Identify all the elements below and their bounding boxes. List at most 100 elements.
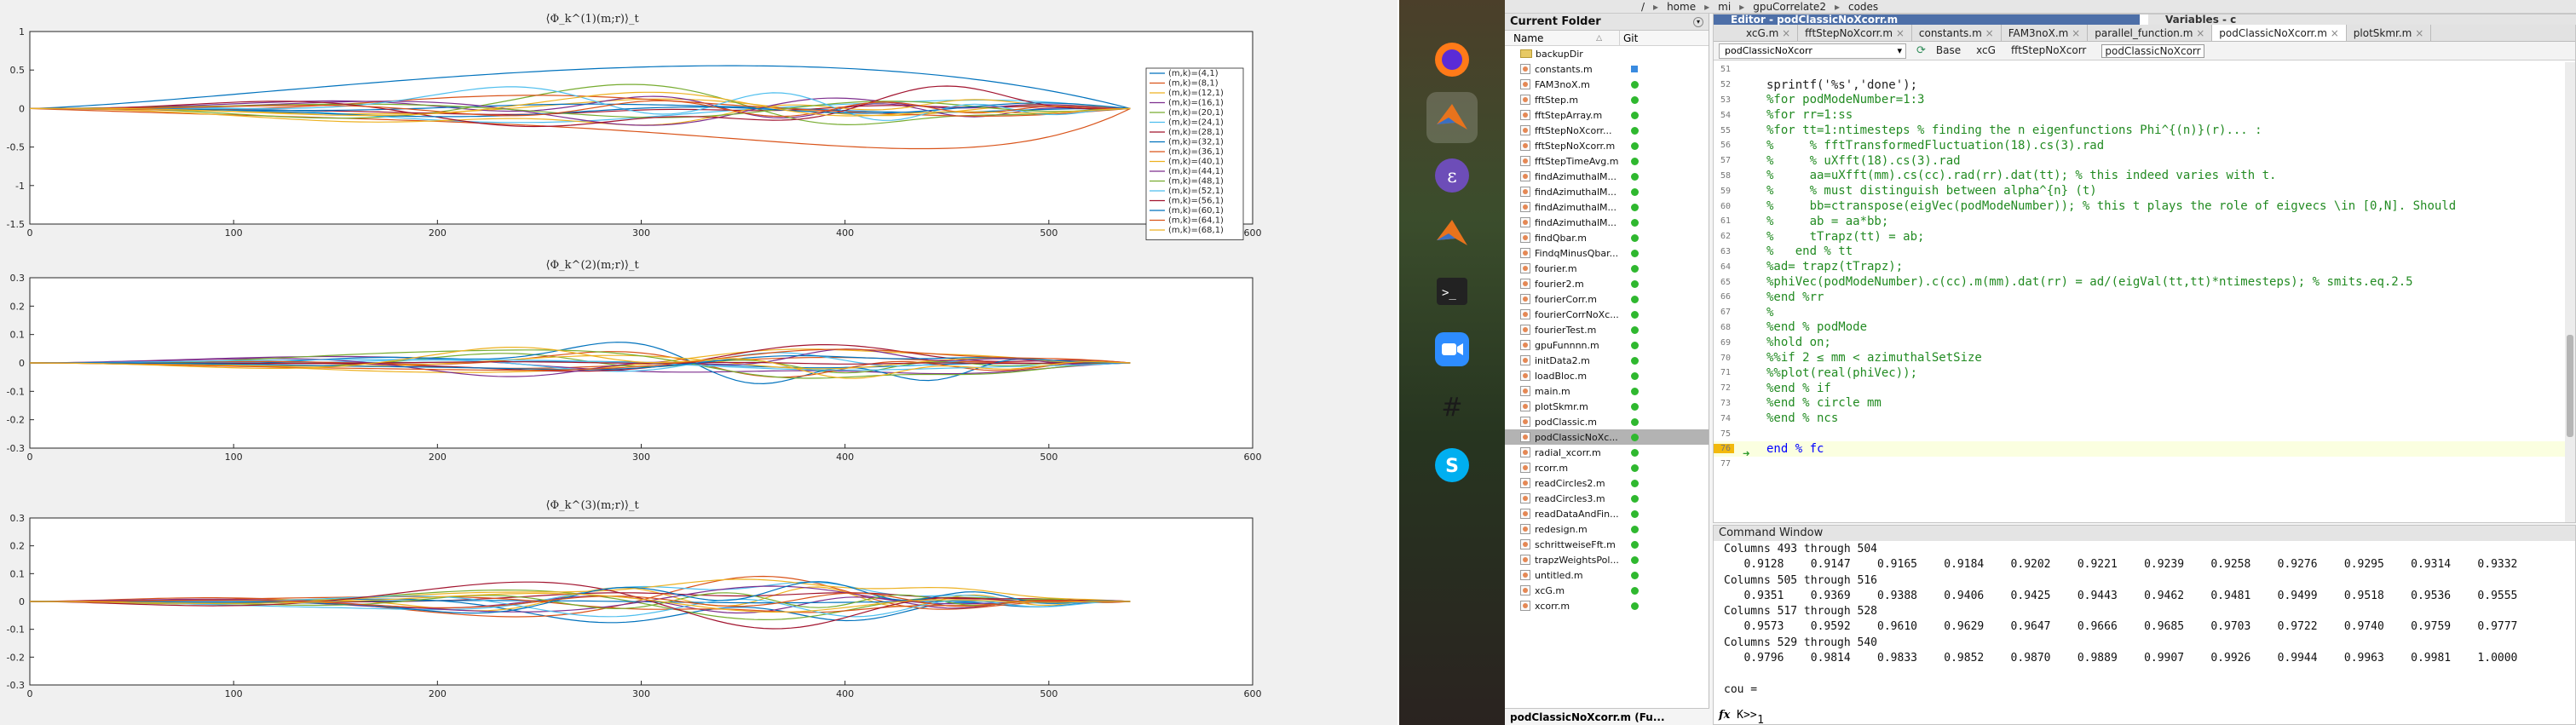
editor-tab[interactable]: podClassicNoXcorr.m × (2212, 25, 2347, 41)
legend[interactable]: (m,k)=(4,1)(m,k)=(8,1)(m,k)=(12,1)(m,k)=… (1145, 67, 1244, 240)
code-line[interactable]: 60 % bb=ctranspose(eigVec(podModeNumber))… (1714, 199, 2566, 214)
editor-tab[interactable]: fftStepNoXcorr.m × (1798, 25, 1912, 41)
file-row[interactable]: podClassic.m (1505, 414, 1709, 429)
file-row[interactable]: schrittweiseFft.m (1505, 537, 1709, 552)
file-row[interactable]: findAzimuthalM... (1505, 199, 1709, 215)
close-icon[interactable]: × (2193, 27, 2205, 39)
scrollbar-thumb[interactable] (2567, 335, 2573, 437)
emacs-icon[interactable]: ε (1426, 150, 1478, 201)
line-number[interactable]: 52 (1720, 80, 1731, 90)
close-icon[interactable]: × (1893, 27, 1905, 39)
matlab-icon[interactable] (1426, 92, 1478, 143)
matlab-icon-2[interactable] (1426, 208, 1478, 259)
file-row[interactable]: redesign.m (1505, 521, 1709, 537)
slack-icon[interactable]: # (1426, 382, 1478, 433)
line-number[interactable]: 74 (1720, 413, 1731, 423)
line-number[interactable]: 62 (1720, 232, 1731, 242)
line-number[interactable]: 70 (1720, 353, 1731, 363)
go-icon[interactable]: ⟳ (1916, 44, 1926, 57)
file-row[interactable]: FindqMinusQbar... (1505, 245, 1709, 261)
file-row[interactable]: findAzimuthalM... (1505, 184, 1709, 199)
file-row[interactable]: fourierCorr.m (1505, 291, 1709, 307)
code-line[interactable]: 57 % % uXfft(18).cs(3).rad (1714, 153, 2566, 169)
file-row[interactable]: FAM3noX.m (1505, 77, 1709, 92)
file-row[interactable]: readDataAndFin... (1505, 506, 1709, 521)
line-number[interactable]: 59 (1720, 186, 1731, 196)
line-number[interactable]: 68 (1720, 322, 1731, 332)
folder-row[interactable]: backupDir (1505, 46, 1709, 61)
code-line[interactable]: 71 %%plot(real(phiVec)); (1714, 365, 2566, 381)
line-number[interactable]: 67 (1720, 308, 1731, 318)
close-icon[interactable]: × (1981, 27, 1994, 39)
plot-axes-3[interactable]: ⟨Φ_k^(3)(m;r)⟩_t 0 100 200 300 400 500 600 0.3 0.… (7, 499, 1262, 699)
file-row[interactable]: fourierCorrNoXc... (1505, 307, 1709, 322)
address-crumb[interactable]: mi (1718, 0, 1732, 13)
close-icon[interactable]: × (1778, 27, 1791, 39)
function-select[interactable]: podClassicNoXcorr ▾ (1719, 43, 1906, 59)
line-number[interactable]: 54 (1720, 110, 1731, 120)
line-number[interactable]: 77 (1720, 459, 1731, 469)
code-area[interactable]: 51 52 sprintf('%s','done'); 53 %for podModeN… (1714, 62, 2566, 522)
file-row[interactable]: readCircles3.m (1505, 491, 1709, 506)
line-number[interactable]: 63 (1720, 246, 1731, 256)
line-number[interactable]: 56 (1720, 141, 1731, 151)
editor-tab[interactable]: xcG.m × (1739, 25, 1799, 41)
file-row[interactable]: loadBloc.m (1505, 368, 1709, 383)
code-line[interactable]: 67% (1714, 305, 2566, 320)
code-line[interactable]: 62 % tTrapz(tt) = ab; (1714, 229, 2566, 245)
stack-frame[interactable]: Base (1935, 43, 1962, 56)
line-number[interactable]: 72 (1720, 383, 1731, 394)
code-line[interactable]: 74 %end % ncs (1714, 411, 2566, 426)
code-line[interactable]: 75 (1714, 426, 2566, 441)
file-row[interactable]: findAzimuthalM... (1505, 215, 1709, 230)
file-row[interactable]: xcG.m (1505, 583, 1709, 598)
folder-details-bar[interactable]: podClassicNoXcorr.m (Fu... (1505, 708, 1709, 725)
terminal-icon[interactable]: >_ (1426, 266, 1478, 317)
code-line[interactable]: 73 %end % circle mm (1714, 396, 2566, 411)
code-line[interactable]: 52 sprintf('%s','done'); (1714, 78, 2566, 93)
code-line[interactable]: 54 %for rr=1:ss (1714, 107, 2566, 123)
file-row[interactable]: gpuFunnnn.m (1505, 337, 1709, 353)
file-row[interactable]: fftStepNoXcorr.m (1505, 138, 1709, 153)
line-number[interactable]: 73 (1720, 398, 1731, 408)
code-line[interactable]: 65 %phiVec(podModeNumber).c(cc).m(mm).dat… (1714, 274, 2566, 290)
code-line[interactable]: 56 % % fftTransformedFluctuation(18).cs(3… (1714, 138, 2566, 153)
editor-tab[interactable]: constants.m × (1912, 25, 2002, 41)
line-number[interactable]: 60 (1720, 201, 1731, 211)
plot-axes-1[interactable]: ⟨Φ_k^(1)(m;r)⟩_t 0 100 200 300 400 500 600 1 0.5 0… (7, 13, 1262, 240)
panel-menu-icon[interactable]: ▾ (1693, 17, 1703, 27)
line-number[interactable]: 58 (1720, 170, 1731, 181)
code-line[interactable]: 69 %hold on; (1714, 335, 2566, 350)
firefox-icon[interactable] (1426, 34, 1478, 85)
code-line[interactable]: 68 %end % podMode (1714, 320, 2566, 336)
line-number[interactable]: 61 (1720, 216, 1731, 227)
code-line[interactable]: 59 % % must distinguish between alpha^{n}… (1714, 183, 2566, 199)
skype-icon[interactable]: S (1426, 440, 1478, 491)
file-row[interactable]: constants.m (1505, 61, 1709, 77)
editor-tab[interactable]: plotSkmr.m × (2347, 25, 2432, 41)
code-line[interactable]: 51 (1714, 62, 2566, 78)
file-row[interactable]: untitled.m (1505, 567, 1709, 583)
line-number[interactable]: 51 (1720, 65, 1731, 75)
stack-frame[interactable]: xcG (1976, 43, 1996, 56)
zoom-icon[interactable] (1426, 324, 1478, 375)
address-crumb[interactable]: / (1641, 0, 1645, 13)
code-line[interactable]: 55 %for tt=1:ntimesteps % finding the n e… (1714, 123, 2566, 138)
editor-tab[interactable]: FAM3noX.m × (2002, 25, 2089, 41)
line-number[interactable]: 65 (1720, 277, 1731, 287)
file-row[interactable]: fftStepArray.m (1505, 107, 1709, 123)
file-row[interactable]: fftStep.m (1505, 92, 1709, 107)
plot-axes-2[interactable]: ⟨Φ_k^(2)(m;r)⟩_t 0 100 200 300 400 500 600 0.3 0.… (7, 259, 1262, 463)
file-row[interactable]: fourier2.m (1505, 276, 1709, 291)
git-column-header[interactable]: Git (1620, 31, 1638, 45)
address-crumb[interactable]: home (1667, 0, 1697, 13)
code-line[interactable]: 77 (1714, 457, 2566, 472)
line-number[interactable]: 76 (1714, 444, 1734, 454)
line-number[interactable]: 66 (1720, 292, 1731, 302)
file-row[interactable]: fftStepNoXcorr... (1505, 123, 1709, 138)
file-row[interactable]: xcorr.m (1505, 598, 1709, 613)
file-row[interactable]: plotSkmr.m (1505, 399, 1709, 414)
file-row[interactable]: radial_xcorr.m (1505, 445, 1709, 460)
address-crumb[interactable]: gpuCorrelate2 (1753, 0, 1826, 13)
file-row[interactable]: fourierTest.m (1505, 322, 1709, 337)
